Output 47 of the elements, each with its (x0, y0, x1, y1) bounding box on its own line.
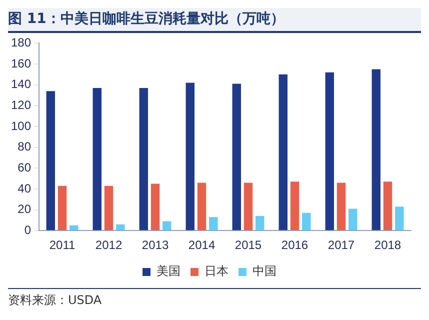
bar (290, 182, 300, 230)
bar (186, 82, 194, 230)
y-tick-label: 0 (24, 222, 32, 237)
legend-label: 中国 (252, 264, 276, 278)
bar (348, 208, 358, 230)
bar (395, 206, 404, 230)
text: 资料来源：USDA (8, 288, 421, 309)
legend-label: 美国 (156, 264, 180, 278)
bar (150, 184, 160, 230)
x-tick-label: 2017 (328, 238, 355, 252)
bar (197, 182, 206, 230)
y-tick-label: 80 (18, 140, 32, 154)
bar (372, 69, 380, 230)
bar (232, 84, 241, 230)
bar (70, 225, 78, 230)
bar (162, 221, 172, 230)
y-tick-label: 180 (10, 36, 32, 50)
bar (209, 217, 218, 230)
legend-label: 日本 (204, 264, 228, 278)
bar (104, 186, 114, 230)
y-tick-label: 160 (10, 56, 32, 70)
y-tick-label: 120 (10, 98, 32, 112)
x-tick-label: 2016 (281, 238, 308, 252)
y-tick-label: 100 (10, 118, 32, 133)
y-tick-label: 40 (18, 181, 32, 196)
y-tick-label: 140 (10, 77, 32, 92)
x-tick-label: 2018 (374, 238, 402, 252)
x-tick-label: 2012 (95, 238, 122, 252)
y-tick-label: 20 (18, 202, 32, 216)
bar (302, 212, 311, 230)
x-tick-label: 2014 (188, 238, 216, 252)
y-tick-label: 60 (18, 160, 32, 174)
bar (139, 88, 148, 230)
bar (325, 72, 334, 230)
bar (46, 91, 56, 230)
bar (336, 182, 346, 230)
chart-title: 图 11：中美日咖啡生豆消耗量对比（万吨） (8, 8, 421, 33)
bar (244, 182, 253, 230)
x-tick-label: 2013 (142, 238, 169, 252)
bar (278, 74, 288, 230)
bar (92, 88, 102, 230)
bar (383, 182, 392, 230)
x-tick-label: 2015 (234, 238, 262, 252)
x-tick-label: 2011 (49, 238, 76, 252)
bar (256, 216, 264, 230)
bar (116, 224, 125, 230)
bar (58, 186, 67, 230)
